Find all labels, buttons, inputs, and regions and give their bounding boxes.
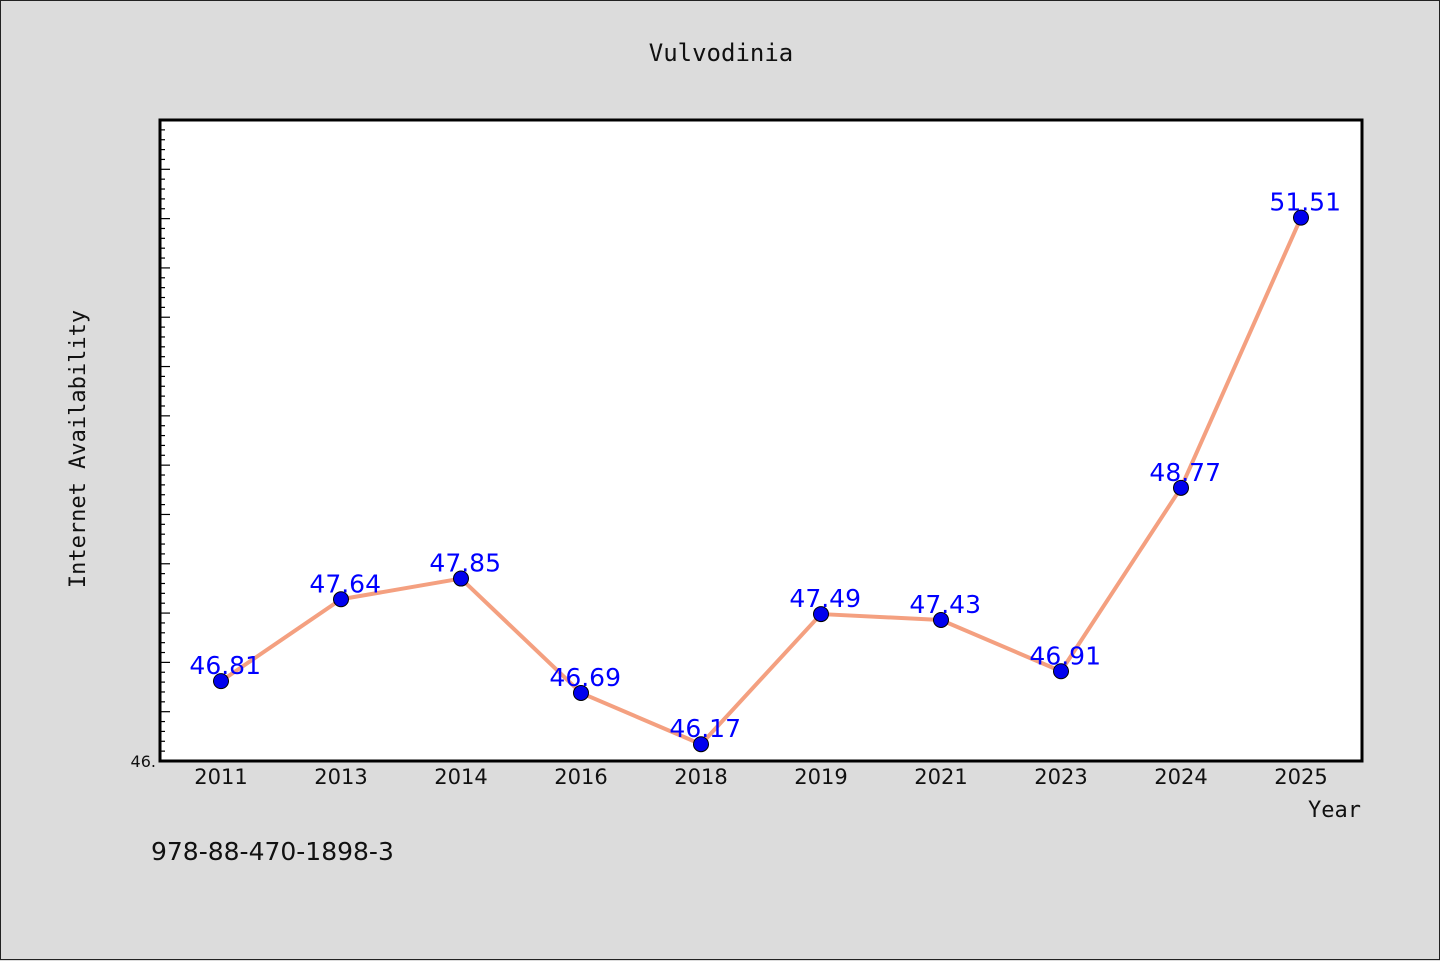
series-line <box>219 216 1303 747</box>
x-tick-label: 2025 <box>1274 765 1327 789</box>
data-label: 46.69 <box>549 663 621 692</box>
data-point <box>333 591 349 608</box>
data-point <box>573 684 589 701</box>
data-label: 46.91 <box>1029 641 1101 670</box>
data-point <box>813 606 829 623</box>
data-point <box>933 611 949 628</box>
data-point <box>453 570 469 587</box>
footer-code: 978-88-470-1898-3 <box>151 837 394 866</box>
x-tick-label: 2024 <box>1154 765 1207 789</box>
data-label: 47.49 <box>789 584 861 613</box>
data-label: 46.81 <box>189 651 261 680</box>
x-tick-label: 2011 <box>194 765 247 789</box>
data-label: 47.85 <box>429 549 501 578</box>
series-group: 46.81 47.64 47.85 46.69 46.17 47.49 47.43 46.91… <box>189 188 1341 753</box>
plot-area <box>158 118 1364 763</box>
x-tick-label: 2023 <box>1034 765 1087 789</box>
chart-title: Vulvodinia <box>649 39 794 67</box>
x-tick-label: 2013 <box>314 765 367 789</box>
y-tick-label: 46. <box>131 752 156 771</box>
data-label: 47.43 <box>909 590 981 619</box>
x-tick-label: 2018 <box>674 765 727 789</box>
data-point <box>1173 479 1189 496</box>
x-tick-label: 2019 <box>794 765 847 789</box>
data-label: 47.64 <box>309 569 381 598</box>
data-label: 48.77 <box>1149 458 1221 487</box>
y-axis-ticks: 46. <box>131 129 170 771</box>
x-tick-label: 2014 <box>434 765 487 789</box>
data-label: 46.17 <box>669 714 741 743</box>
data-point <box>693 736 709 753</box>
data-point <box>1293 209 1309 226</box>
x-tick-label: 2021 <box>914 765 967 789</box>
x-axis-ticks: 2011 2013 2014 2016 2018 2019 2021 2023 2024 2025 <box>194 765 1327 789</box>
x-tick-label: 2016 <box>554 765 607 789</box>
data-point <box>213 673 229 690</box>
data-label: 51.51 <box>1269 188 1341 217</box>
y-axis-label: Internet Availability <box>66 310 91 588</box>
data-point <box>1053 663 1069 680</box>
x-axis-label: Year <box>1308 798 1361 823</box>
